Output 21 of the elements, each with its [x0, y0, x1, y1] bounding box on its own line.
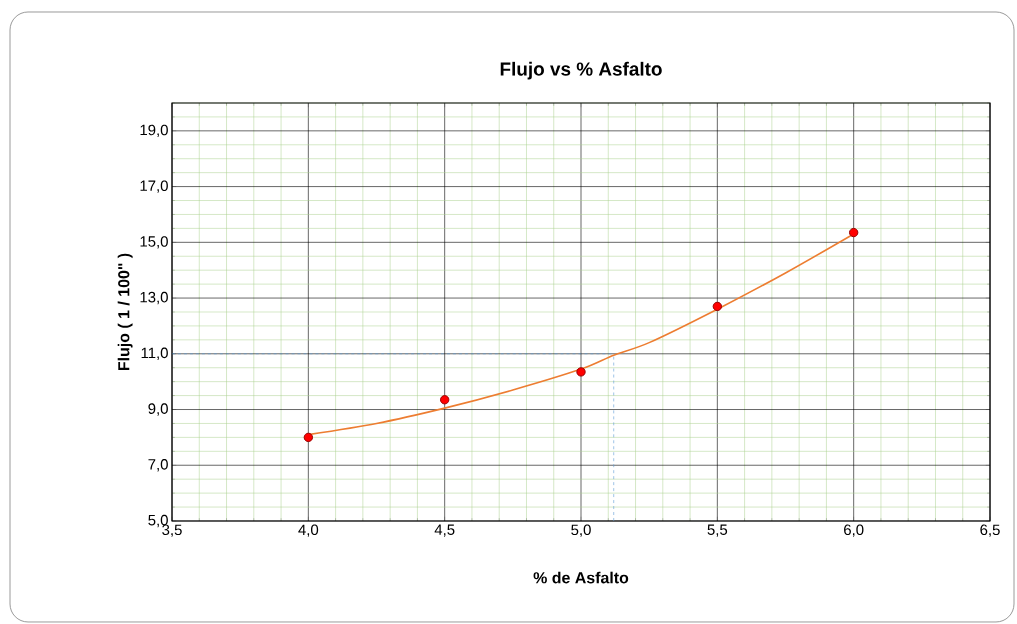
point [303, 432, 314, 443]
chart-title: Flujo vs % Asfalto [500, 61, 662, 80]
x-tick-label: 6,5 [980, 524, 1000, 537]
point [576, 367, 586, 377]
point [439, 395, 450, 405]
x-tick-label: 5,0 [571, 524, 591, 537]
x-axis-title: % de Asfalto [533, 571, 629, 584]
x-tick-label: 4,5 [434, 524, 455, 537]
x-tick-label: 4,0 [298, 524, 319, 537]
y-tick-label: 7,0 [148, 459, 168, 472]
y-tick-label: 13,0 [140, 291, 168, 305]
y-tick-label: 19,0 [140, 124, 168, 138]
y-axis-title: Flujo ( 1 / 100" ) [117, 253, 133, 371]
y-tick-label: 11,0 [141, 347, 168, 360]
y-tick-label: 9,0 [148, 403, 168, 416]
point [712, 301, 723, 312]
x-tick-label: 6,0 [844, 524, 864, 537]
y-tick-label: 15,0 [140, 236, 168, 249]
y-tick-label: 17,0 [140, 180, 168, 193]
x-tick-label: 5,5 [707, 524, 728, 537]
point [848, 227, 859, 238]
